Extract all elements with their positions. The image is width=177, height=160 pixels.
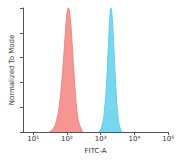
svg-text:10¹: 10¹ <box>27 135 39 143</box>
svg-text:10³: 10³ <box>95 135 107 143</box>
svg-text:FITC-A: FITC-A <box>85 147 107 155</box>
svg-text:10⁵: 10⁵ <box>162 135 174 143</box>
svg-text:Normalized To Mode: Normalized To Mode <box>8 35 16 106</box>
svg-text:10⁴: 10⁴ <box>129 135 141 143</box>
svg-text:10²: 10² <box>61 135 73 143</box>
